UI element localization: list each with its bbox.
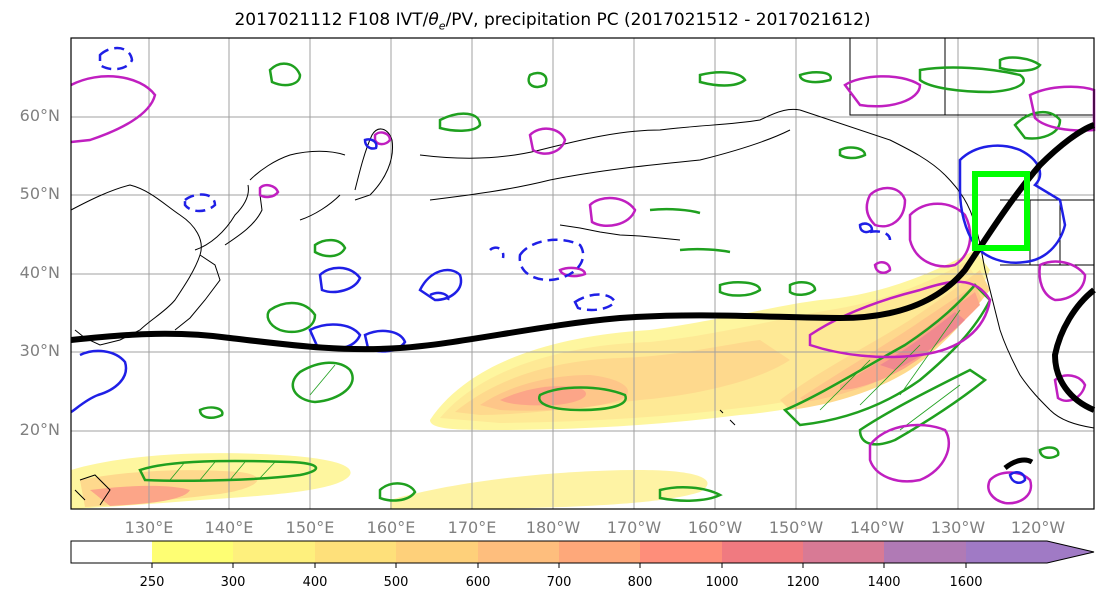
colorbar-tick-800: 800 <box>627 575 653 590</box>
green-contours <box>138 56 1062 502</box>
colorbar-bin-1 <box>152 541 233 563</box>
colorbar-bin-11 <box>966 541 1047 563</box>
jet-axis-line <box>70 122 1096 353</box>
colorbar-bin-7 <box>640 541 722 563</box>
lon-label-140e: 140°E <box>204 518 254 537</box>
lat-label-30n: 30°N <box>19 341 60 360</box>
colorbar-tick-1000: 1000 <box>705 575 739 590</box>
colorbar-bin-9 <box>803 541 884 563</box>
lon-label-130w: 130°W <box>930 518 986 537</box>
colorbar-tick-250: 250 <box>139 575 165 590</box>
map-title: 2017021112 F108 IVT/θe/PV, precipitation… <box>0 10 1105 32</box>
blue-dashed-contours <box>98 46 892 312</box>
map-frame <box>70 37 1095 510</box>
lon-label-160e: 160°E <box>366 518 416 537</box>
colorbar-bin-0 <box>71 541 152 563</box>
colorbar-bin-3 <box>315 541 396 563</box>
lon-label-130e: 130°E <box>124 518 174 537</box>
trough-line <box>1051 287 1096 413</box>
colorbar-outline <box>70 540 1095 564</box>
colorbar-tick-300: 300 <box>220 575 246 590</box>
colorbar-bin-2 <box>233 541 315 563</box>
magenta-contours <box>70 75 1096 505</box>
colorbar-tick-600: 600 <box>465 575 491 590</box>
lat-label-40n: 40°N <box>19 263 60 282</box>
lon-label-170w: 170°W <box>606 518 662 537</box>
colorbar-extend-arrow <box>1047 541 1094 563</box>
title-theta: θ <box>428 10 439 30</box>
lon-label-150e: 150°E <box>285 518 335 537</box>
lon-label-140w: 140°W <box>849 518 905 537</box>
colorbar-bin-5 <box>478 541 559 563</box>
lon-label-160w: 160°W <box>687 518 743 537</box>
colorbar-tick-1200: 1200 <box>786 575 820 590</box>
lon-label-150w: 150°W <box>768 518 824 537</box>
colorbar-bin-4 <box>396 541 478 563</box>
colorbar-bin-6 <box>559 541 640 563</box>
ivt-shading <box>71 250 990 509</box>
lat-label-50n: 50°N <box>19 184 60 203</box>
colorbar-bin-10 <box>884 541 966 563</box>
colorbar-tick-500: 500 <box>383 575 409 590</box>
title-prefix: 2017021112 F108 IVT/ <box>234 10 429 30</box>
title-suffix: /PV, precipitation PC (2017021512 - 2017… <box>445 10 871 30</box>
title-theta-sub: e <box>438 19 446 33</box>
blue-contours <box>70 138 1067 484</box>
colorbar-tick-1600: 1600 <box>949 575 983 590</box>
colorbar-tick-1400: 1400 <box>867 575 901 590</box>
colorbar <box>70 540 1095 568</box>
colorbar-tick-400: 400 <box>302 575 328 590</box>
target-region-box <box>972 171 1030 251</box>
small-black-contour <box>1003 457 1034 470</box>
lon-label-180w: 180°W <box>525 518 581 537</box>
colorbar-bin-8 <box>722 541 803 563</box>
lon-label-120w: 120°W <box>1010 518 1066 537</box>
lon-label-170e: 170°E <box>447 518 497 537</box>
colorbar-tick-700: 700 <box>546 575 572 590</box>
lat-label-60n: 60°N <box>19 106 60 125</box>
lat-label-20n: 20°N <box>19 420 60 439</box>
